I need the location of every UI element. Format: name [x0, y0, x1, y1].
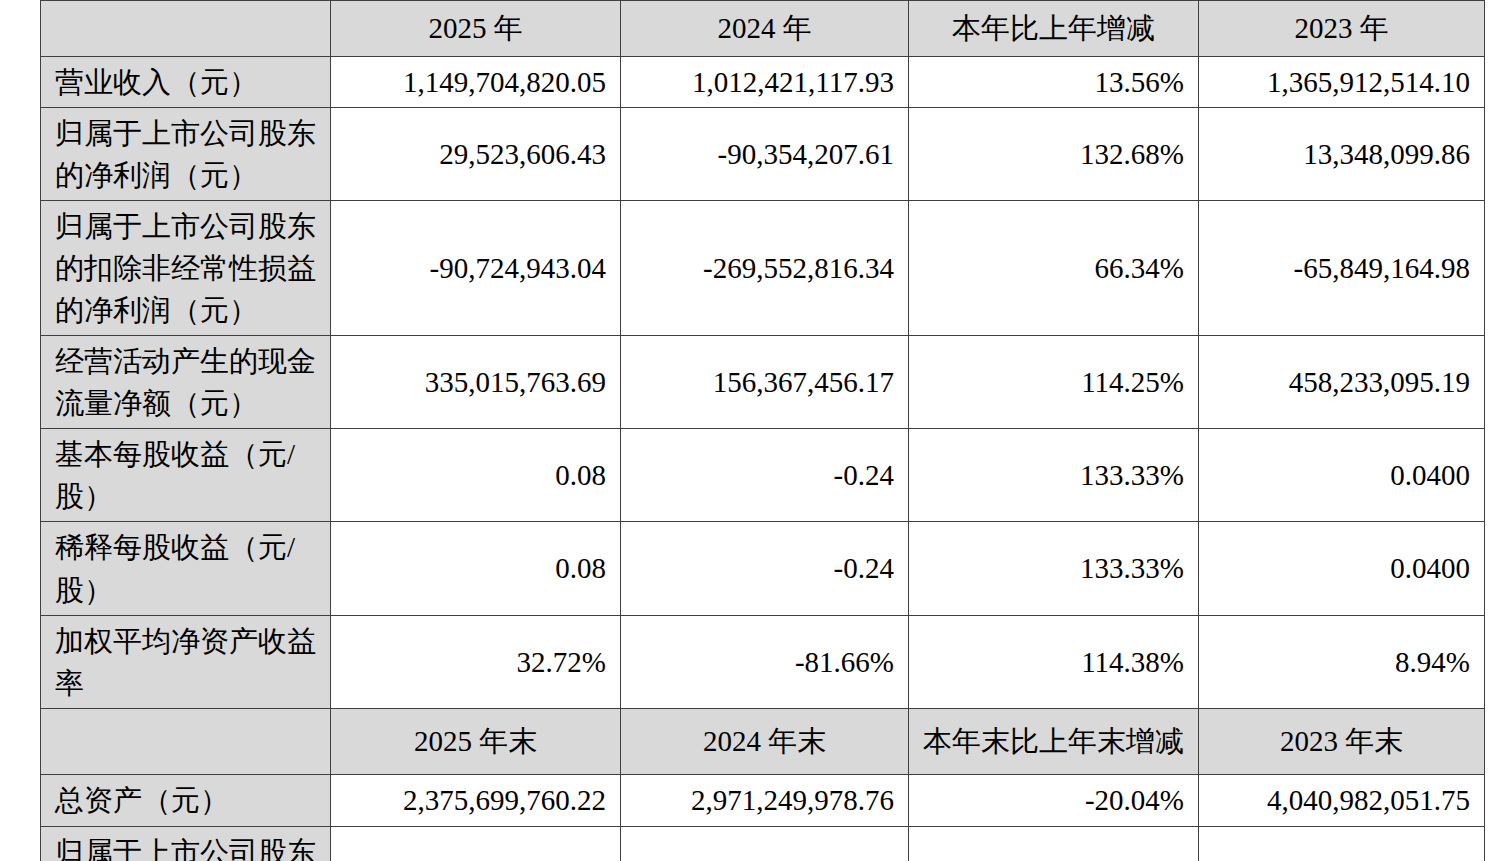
header-row-annual: 2025 年 2024 年 本年比上年增减 2023 年: [41, 1, 1485, 57]
value-2025: 29,523,606.43: [331, 108, 621, 201]
value-change: -20.04%: [909, 774, 1199, 826]
metric-label: 总资产（元）: [41, 774, 331, 826]
value-2025: 0.08: [331, 429, 621, 522]
value-2024: -81.66%: [621, 615, 909, 708]
value-2025: 2,375,699,760.22: [331, 774, 621, 826]
metric-label: 归属于上市公司股东的扣除非经常性损益的净利润（元）: [41, 201, 331, 336]
value-change: 133.33%: [909, 522, 1199, 615]
value-2023: 4,040,982,051.75: [1199, 774, 1485, 826]
header-cell-2025-end: 2025 年末: [331, 708, 621, 774]
table-row-weighted-avg-roe: 加权平均净资产收益率 32.72% -81.66% 114.38% 8.94%: [41, 615, 1485, 708]
value-2024: -90,354,207.61: [621, 108, 909, 201]
value-change: 132.68%: [909, 108, 1199, 201]
header-cell-2024: 2024 年: [621, 1, 909, 57]
value-2025: 0.08: [331, 522, 621, 615]
header-cell-2023: 2023 年: [1199, 1, 1485, 57]
value-2025: 1,149,704,820.05: [331, 57, 621, 108]
metric-label: 加权平均净资产收益率: [41, 615, 331, 708]
value-2025: 84,771,371.50: [331, 826, 621, 861]
metric-label: 经营活动产生的现金流量净额（元）: [41, 336, 331, 429]
value-2024: 156,367,456.17: [621, 336, 909, 429]
value-2023: 458,233,095.19: [1199, 336, 1485, 429]
value-change: 114.25%: [909, 336, 1199, 429]
table-row-total-assets: 总资产（元） 2,375,699,760.22 2,971,249,978.76…: [41, 774, 1485, 826]
metric-label: 基本每股收益（元/股）: [41, 429, 331, 522]
financial-summary-table: 2025 年 2024 年 本年比上年增减 2023 年 营业收入（元） 1,1…: [40, 0, 1485, 861]
header-cell-yoy-change: 本年比上年增减: [909, 1, 1199, 57]
header-row-year-end: 2025 年末 2024 年末 本年末比上年末增减 2023 年末: [41, 708, 1485, 774]
table-row-revenue: 营业收入（元） 1,149,704,820.05 1,012,421,117.9…: [41, 57, 1485, 108]
value-2025: 335,015,763.69: [331, 336, 621, 429]
value-change: 12.31%: [909, 826, 1199, 861]
value-2023: 0.0400: [1199, 522, 1485, 615]
value-2023: 1,365,912,514.10: [1199, 57, 1485, 108]
value-2024: 1,012,421,117.93: [621, 57, 909, 108]
value-2023: -65,849,164.98: [1199, 201, 1485, 336]
table-row-net-profit-excl-nonrecurring: 归属于上市公司股东的扣除非经常性损益的净利润（元） -90,724,943.04…: [41, 201, 1485, 336]
value-change: 114.38%: [909, 615, 1199, 708]
metric-label: 营业收入（元）: [41, 57, 331, 108]
table-row-net-profit: 归属于上市公司股东的净利润（元） 29,523,606.43 -90,354,2…: [41, 108, 1485, 201]
header-corner-cell: [41, 708, 331, 774]
value-2024: 2,971,249,978.76: [621, 774, 909, 826]
value-2023: 0.0400: [1199, 429, 1485, 522]
metric-label: 归属于上市公司股东的净资产（元）: [41, 826, 331, 861]
header-cell-2023-end: 2023 年末: [1199, 708, 1485, 774]
table-row-basic-eps: 基本每股收益（元/股） 0.08 -0.24 133.33% 0.0400: [41, 429, 1485, 522]
header-cell-2025: 2025 年: [331, 1, 621, 57]
table-row-diluted-eps: 稀释每股收益（元/股） 0.08 -0.24 133.33% 0.0400: [41, 522, 1485, 615]
metric-label: 归属于上市公司股东的净利润（元）: [41, 108, 331, 201]
value-change: 133.33%: [909, 429, 1199, 522]
value-2023: 155,823,766.30: [1199, 826, 1485, 861]
value-2024: -0.24: [621, 522, 909, 615]
header-corner-cell: [41, 1, 331, 57]
value-2023: 13,348,099.86: [1199, 108, 1485, 201]
value-2023: 8.94%: [1199, 615, 1485, 708]
metric-label: 稀释每股收益（元/股）: [41, 522, 331, 615]
table-row-net-assets: 归属于上市公司股东的净资产（元） 84,771,371.50 75,482,48…: [41, 826, 1485, 861]
value-2025: -90,724,943.04: [331, 201, 621, 336]
value-2024: -0.24: [621, 429, 909, 522]
header-cell-year-end-change: 本年末比上年末增减: [909, 708, 1199, 774]
value-change: 66.34%: [909, 201, 1199, 336]
value-2024: 75,482,484.90: [621, 826, 909, 861]
value-change: 13.56%: [909, 57, 1199, 108]
value-2025: 32.72%: [331, 615, 621, 708]
value-2024: -269,552,816.34: [621, 201, 909, 336]
table-row-operating-cash-flow: 经营活动产生的现金流量净额（元） 335,015,763.69 156,367,…: [41, 336, 1485, 429]
header-cell-2024-end: 2024 年末: [621, 708, 909, 774]
